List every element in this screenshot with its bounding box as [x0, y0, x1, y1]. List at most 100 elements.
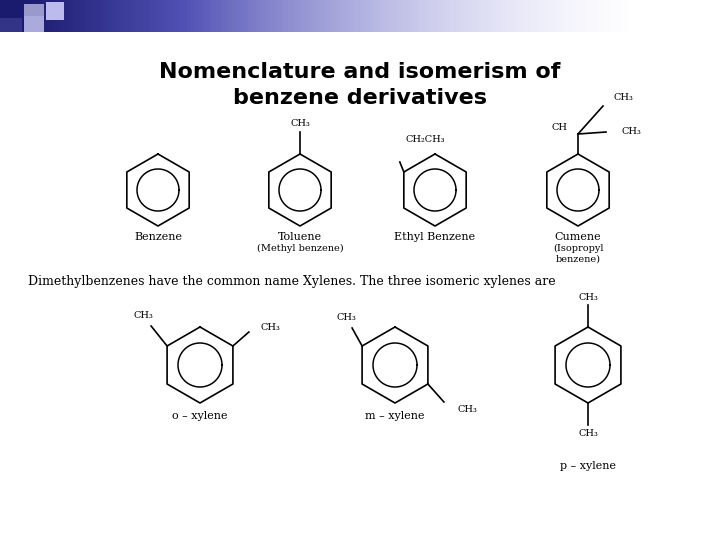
Bar: [576, 0, 580, 32]
Text: CH: CH: [552, 124, 568, 132]
Bar: [443, 0, 447, 32]
Bar: [410, 0, 415, 32]
Bar: [130, 0, 134, 32]
Bar: [263, 0, 267, 32]
Bar: [565, 0, 570, 32]
Bar: [122, 0, 127, 32]
Text: (Isopropyl
benzene): (Isopropyl benzene): [553, 244, 603, 264]
Bar: [184, 0, 188, 32]
Bar: [367, 0, 372, 32]
Text: CH₃: CH₃: [290, 119, 310, 129]
Bar: [432, 0, 436, 32]
Bar: [86, 0, 91, 32]
Bar: [58, 0, 62, 32]
Bar: [400, 0, 404, 32]
Text: p – xylene: p – xylene: [560, 461, 616, 471]
Bar: [198, 0, 202, 32]
Bar: [331, 0, 336, 32]
Text: Cumene: Cumene: [554, 232, 601, 242]
Bar: [652, 0, 656, 32]
Bar: [230, 0, 235, 32]
Bar: [47, 0, 51, 32]
Bar: [396, 0, 400, 32]
Bar: [522, 0, 526, 32]
Bar: [238, 0, 242, 32]
Bar: [418, 0, 422, 32]
Text: (Methyl benzene): (Methyl benzene): [257, 244, 343, 253]
Bar: [533, 0, 537, 32]
Bar: [205, 0, 210, 32]
Bar: [446, 0, 451, 32]
Bar: [313, 0, 318, 32]
Text: CH₃: CH₃: [458, 406, 478, 415]
Bar: [245, 0, 249, 32]
Bar: [702, 0, 706, 32]
Bar: [144, 0, 148, 32]
Bar: [371, 0, 375, 32]
Bar: [475, 0, 480, 32]
Bar: [79, 0, 84, 32]
Bar: [25, 0, 30, 32]
Bar: [680, 0, 685, 32]
Bar: [364, 0, 368, 32]
Bar: [310, 0, 314, 32]
Bar: [515, 0, 519, 32]
Bar: [50, 0, 55, 32]
Bar: [54, 0, 58, 32]
Bar: [29, 0, 33, 32]
Bar: [0, 8, 22, 30]
Bar: [112, 0, 116, 32]
Bar: [108, 0, 112, 32]
Bar: [166, 0, 170, 32]
Bar: [320, 0, 325, 32]
Bar: [673, 0, 678, 32]
Bar: [302, 0, 307, 32]
Bar: [32, 0, 37, 32]
Bar: [403, 0, 408, 32]
Bar: [439, 0, 444, 32]
Text: Ethyl Benzene: Ethyl Benzene: [395, 232, 476, 242]
Bar: [119, 0, 123, 32]
Bar: [644, 0, 649, 32]
Text: Benzene: Benzene: [134, 232, 182, 242]
Bar: [637, 0, 642, 32]
Text: CH₃: CH₃: [578, 293, 598, 301]
Bar: [684, 0, 688, 32]
Bar: [256, 0, 260, 32]
Bar: [616, 0, 620, 32]
Bar: [500, 0, 505, 32]
Bar: [36, 0, 40, 32]
Bar: [133, 0, 138, 32]
Text: CH₃: CH₃: [133, 312, 153, 321]
Text: m – xylene: m – xylene: [365, 411, 425, 421]
Bar: [137, 0, 141, 32]
Bar: [94, 0, 98, 32]
Bar: [162, 0, 166, 32]
Bar: [382, 0, 386, 32]
Text: CH₃: CH₃: [613, 93, 633, 103]
Bar: [706, 0, 710, 32]
Bar: [191, 0, 195, 32]
Bar: [511, 0, 516, 32]
Bar: [619, 0, 624, 32]
Bar: [212, 0, 217, 32]
Bar: [385, 0, 390, 32]
Bar: [554, 0, 559, 32]
Bar: [374, 0, 379, 32]
Bar: [666, 0, 670, 32]
Bar: [421, 0, 426, 32]
Bar: [540, 0, 544, 32]
Bar: [40, 0, 44, 32]
Bar: [709, 0, 714, 32]
Bar: [389, 0, 393, 32]
Bar: [155, 0, 159, 32]
Bar: [626, 0, 631, 32]
Bar: [158, 0, 163, 32]
Bar: [493, 0, 498, 32]
Bar: [598, 0, 602, 32]
Bar: [151, 0, 156, 32]
Bar: [414, 0, 418, 32]
Bar: [472, 0, 476, 32]
Text: CH₃: CH₃: [261, 323, 281, 333]
Bar: [594, 0, 598, 32]
